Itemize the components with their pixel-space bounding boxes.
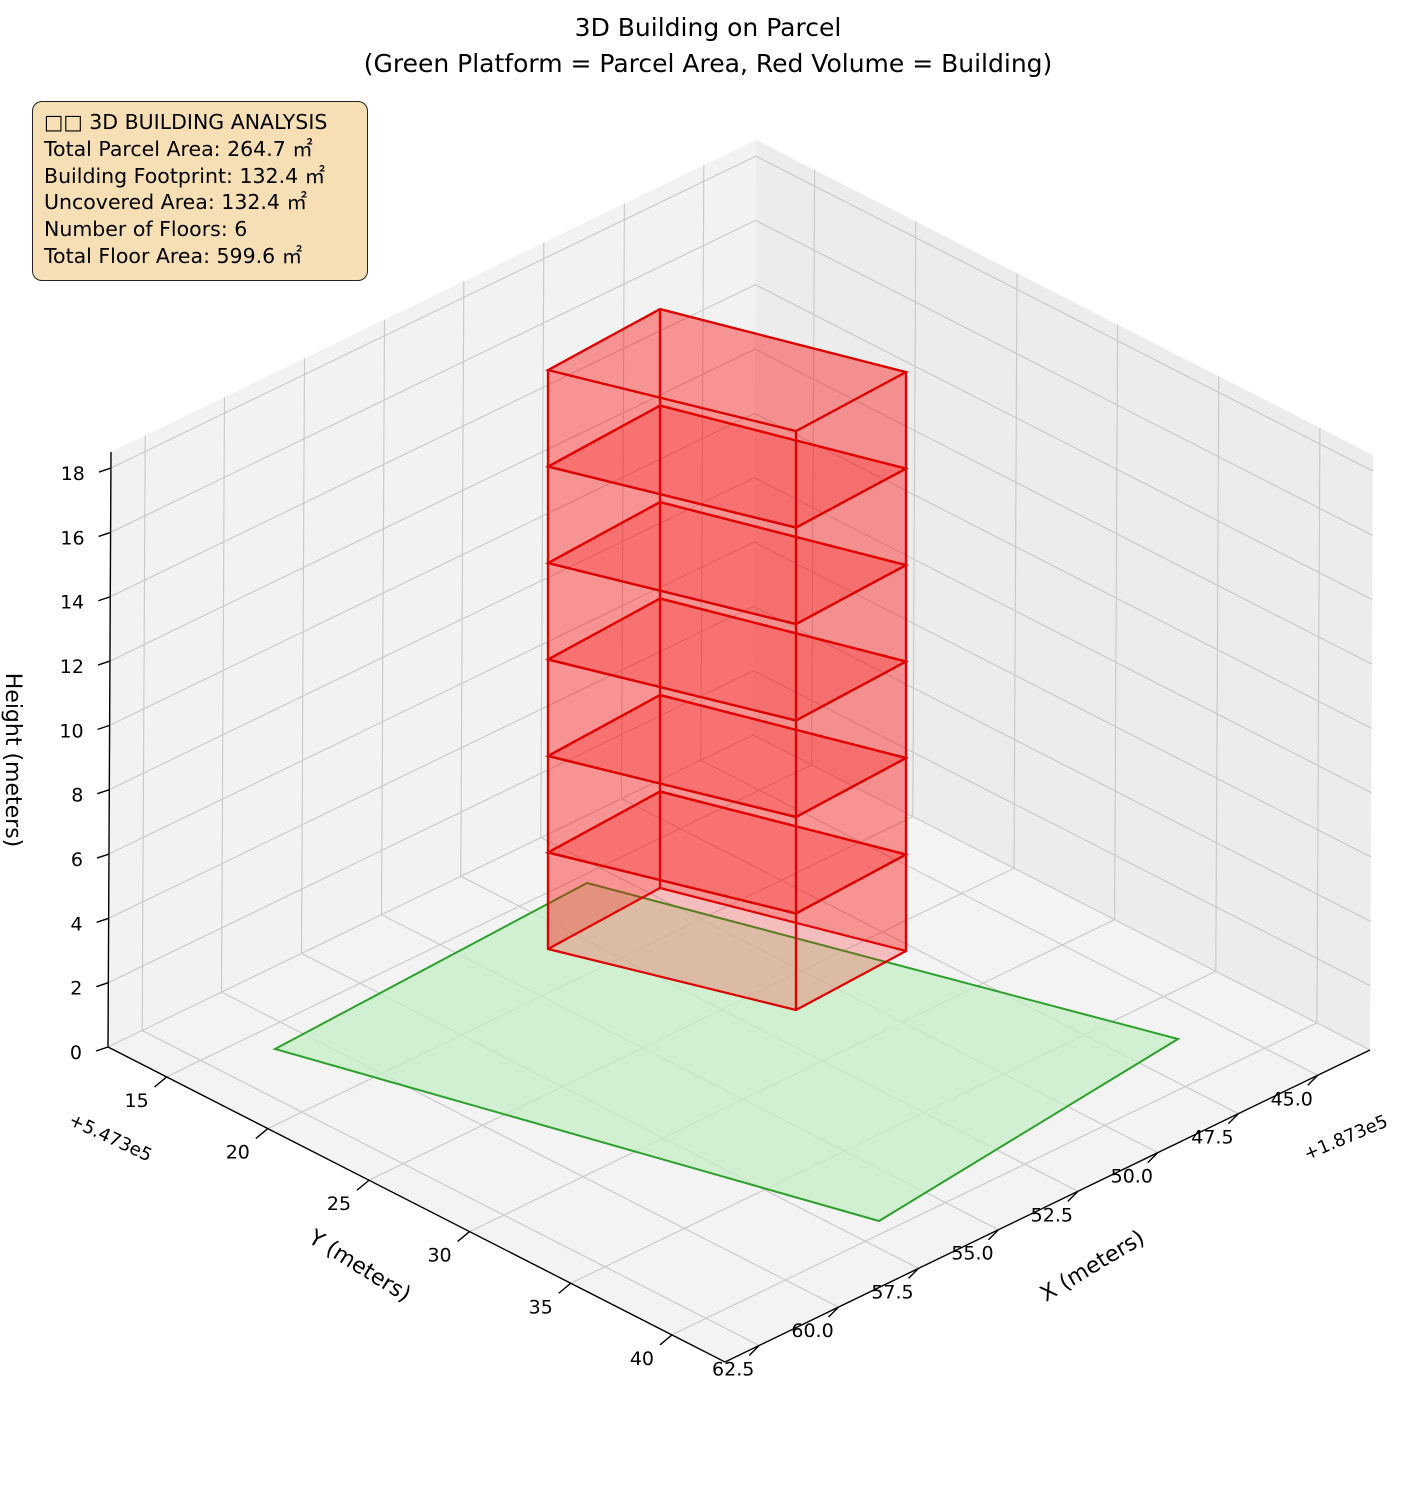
y-tick — [457, 1231, 471, 1243]
y-tick — [154, 1076, 168, 1088]
floor-6 — [544, 307, 910, 529]
analysis-info-box: □□ 3D BUILDING ANALYSIS Total Parcel Are… — [32, 101, 368, 281]
z-tick — [95, 1046, 109, 1052]
x-tick-label: 52.5 — [1031, 1204, 1073, 1226]
z-tick — [96, 853, 110, 859]
z-tick — [96, 917, 109, 924]
z-tick-label: 16 — [60, 527, 84, 549]
x-axis-label: X (meters) — [1036, 1226, 1149, 1308]
z-gridline — [109, 477, 1372, 794]
x-tick — [748, 1344, 760, 1356]
z-tick-label: 0 — [70, 1042, 82, 1064]
y-axis-offset: +5.473e5 — [65, 1110, 155, 1167]
z-tick — [98, 596, 111, 602]
z-gridline — [109, 348, 1373, 665]
z-gridline — [107, 734, 1371, 1051]
x-tick-label: 50.0 — [1111, 1166, 1153, 1188]
z-tick-label: 14 — [60, 592, 84, 614]
z-tick — [98, 467, 112, 473]
z-tick-label: 8 — [71, 785, 83, 807]
x-tick — [908, 1267, 919, 1279]
y-tick-label: 15 — [125, 1090, 149, 1112]
z-tick — [97, 724, 110, 731]
z-tick-label: 10 — [59, 720, 83, 742]
z-tick — [97, 789, 110, 795]
z-tick — [98, 531, 111, 538]
floor-2 — [544, 693, 910, 915]
info-line: Uncovered Area: 132.4 ㎡ — [44, 190, 307, 215]
x-tick — [1227, 1113, 1239, 1125]
z-axis-line — [107, 451, 112, 1048]
tick-labels: 45.047.550.052.555.057.560.062.515202530… — [59, 463, 1312, 1380]
y-tick-label: 20 — [226, 1142, 250, 1164]
z-tick — [96, 982, 109, 988]
y-tick-label: 25 — [327, 1193, 351, 1215]
y-tick-label: 40 — [630, 1348, 654, 1370]
chart-subtitle: (Green Platform = Parcel Area, Red Volum… — [364, 49, 1053, 78]
chart-title: 3D Building on Parcel — [575, 13, 842, 42]
z-tick-label: 6 — [71, 849, 83, 871]
x-axis-offset: +1.873e5 — [1301, 1111, 1391, 1165]
z-tick-label: 4 — [71, 913, 83, 935]
z-gridline — [108, 670, 1371, 987]
z-gridline — [108, 541, 1372, 858]
info-line: Total Parcel Area: 264.7 ㎡ — [44, 136, 313, 161]
floor-3 — [544, 597, 910, 819]
y-tick — [558, 1282, 572, 1294]
x-tick — [1147, 1152, 1159, 1164]
floor-5 — [544, 404, 910, 626]
x-tick-label: 62.5 — [712, 1358, 754, 1380]
y-axis-line — [107, 1046, 726, 1363]
x-tick-label: 60.0 — [791, 1320, 833, 1342]
x-tick-label: 57.5 — [871, 1281, 913, 1303]
top-face — [544, 307, 910, 433]
parcel-platform — [272, 881, 1181, 1223]
x-tick-label: 45.0 — [1271, 1088, 1313, 1110]
z-gridline — [110, 155, 1374, 472]
y-axis-label: Y (meters) — [303, 1225, 415, 1308]
info-heading: □□ 3D BUILDING ANALYSIS — [44, 110, 328, 134]
z-tick — [97, 660, 111, 666]
axis-lines — [95, 451, 1371, 1363]
y-tick-label: 35 — [529, 1296, 553, 1318]
y-tick — [255, 1128, 269, 1140]
z-tick-label: 2 — [70, 978, 82, 1000]
left-back-pane — [753, 140, 1373, 1050]
z-gridline — [108, 605, 1371, 922]
x-tick-label: 55.0 — [951, 1243, 993, 1265]
info-line: Number of Floors: 6 — [44, 217, 248, 242]
x-tick-label: 47.5 — [1191, 1127, 1233, 1149]
building-scene — [272, 307, 1181, 1223]
x-tick — [1307, 1074, 1319, 1086]
info-line: Building Footprint: 132.4 ㎡ — [44, 163, 326, 188]
y-tick — [356, 1179, 370, 1191]
x-tick — [987, 1229, 999, 1241]
z-axis-label: Height (meters) — [0, 673, 25, 848]
z-gridline — [109, 412, 1372, 729]
z-tick-label: 18 — [61, 463, 85, 485]
x-tick — [1067, 1190, 1079, 1202]
info-line: Total Floor Area: 599.6 ㎡ — [44, 243, 303, 268]
x-tick — [828, 1306, 840, 1318]
z-gridline — [110, 284, 1373, 601]
right-back-pane — [108, 140, 756, 1047]
y-tick-label: 30 — [427, 1245, 451, 1267]
x-axis-line — [724, 1049, 1371, 1363]
y-tick — [659, 1334, 673, 1346]
z-tick-label: 12 — [60, 656, 84, 678]
z-gridline — [110, 219, 1373, 536]
